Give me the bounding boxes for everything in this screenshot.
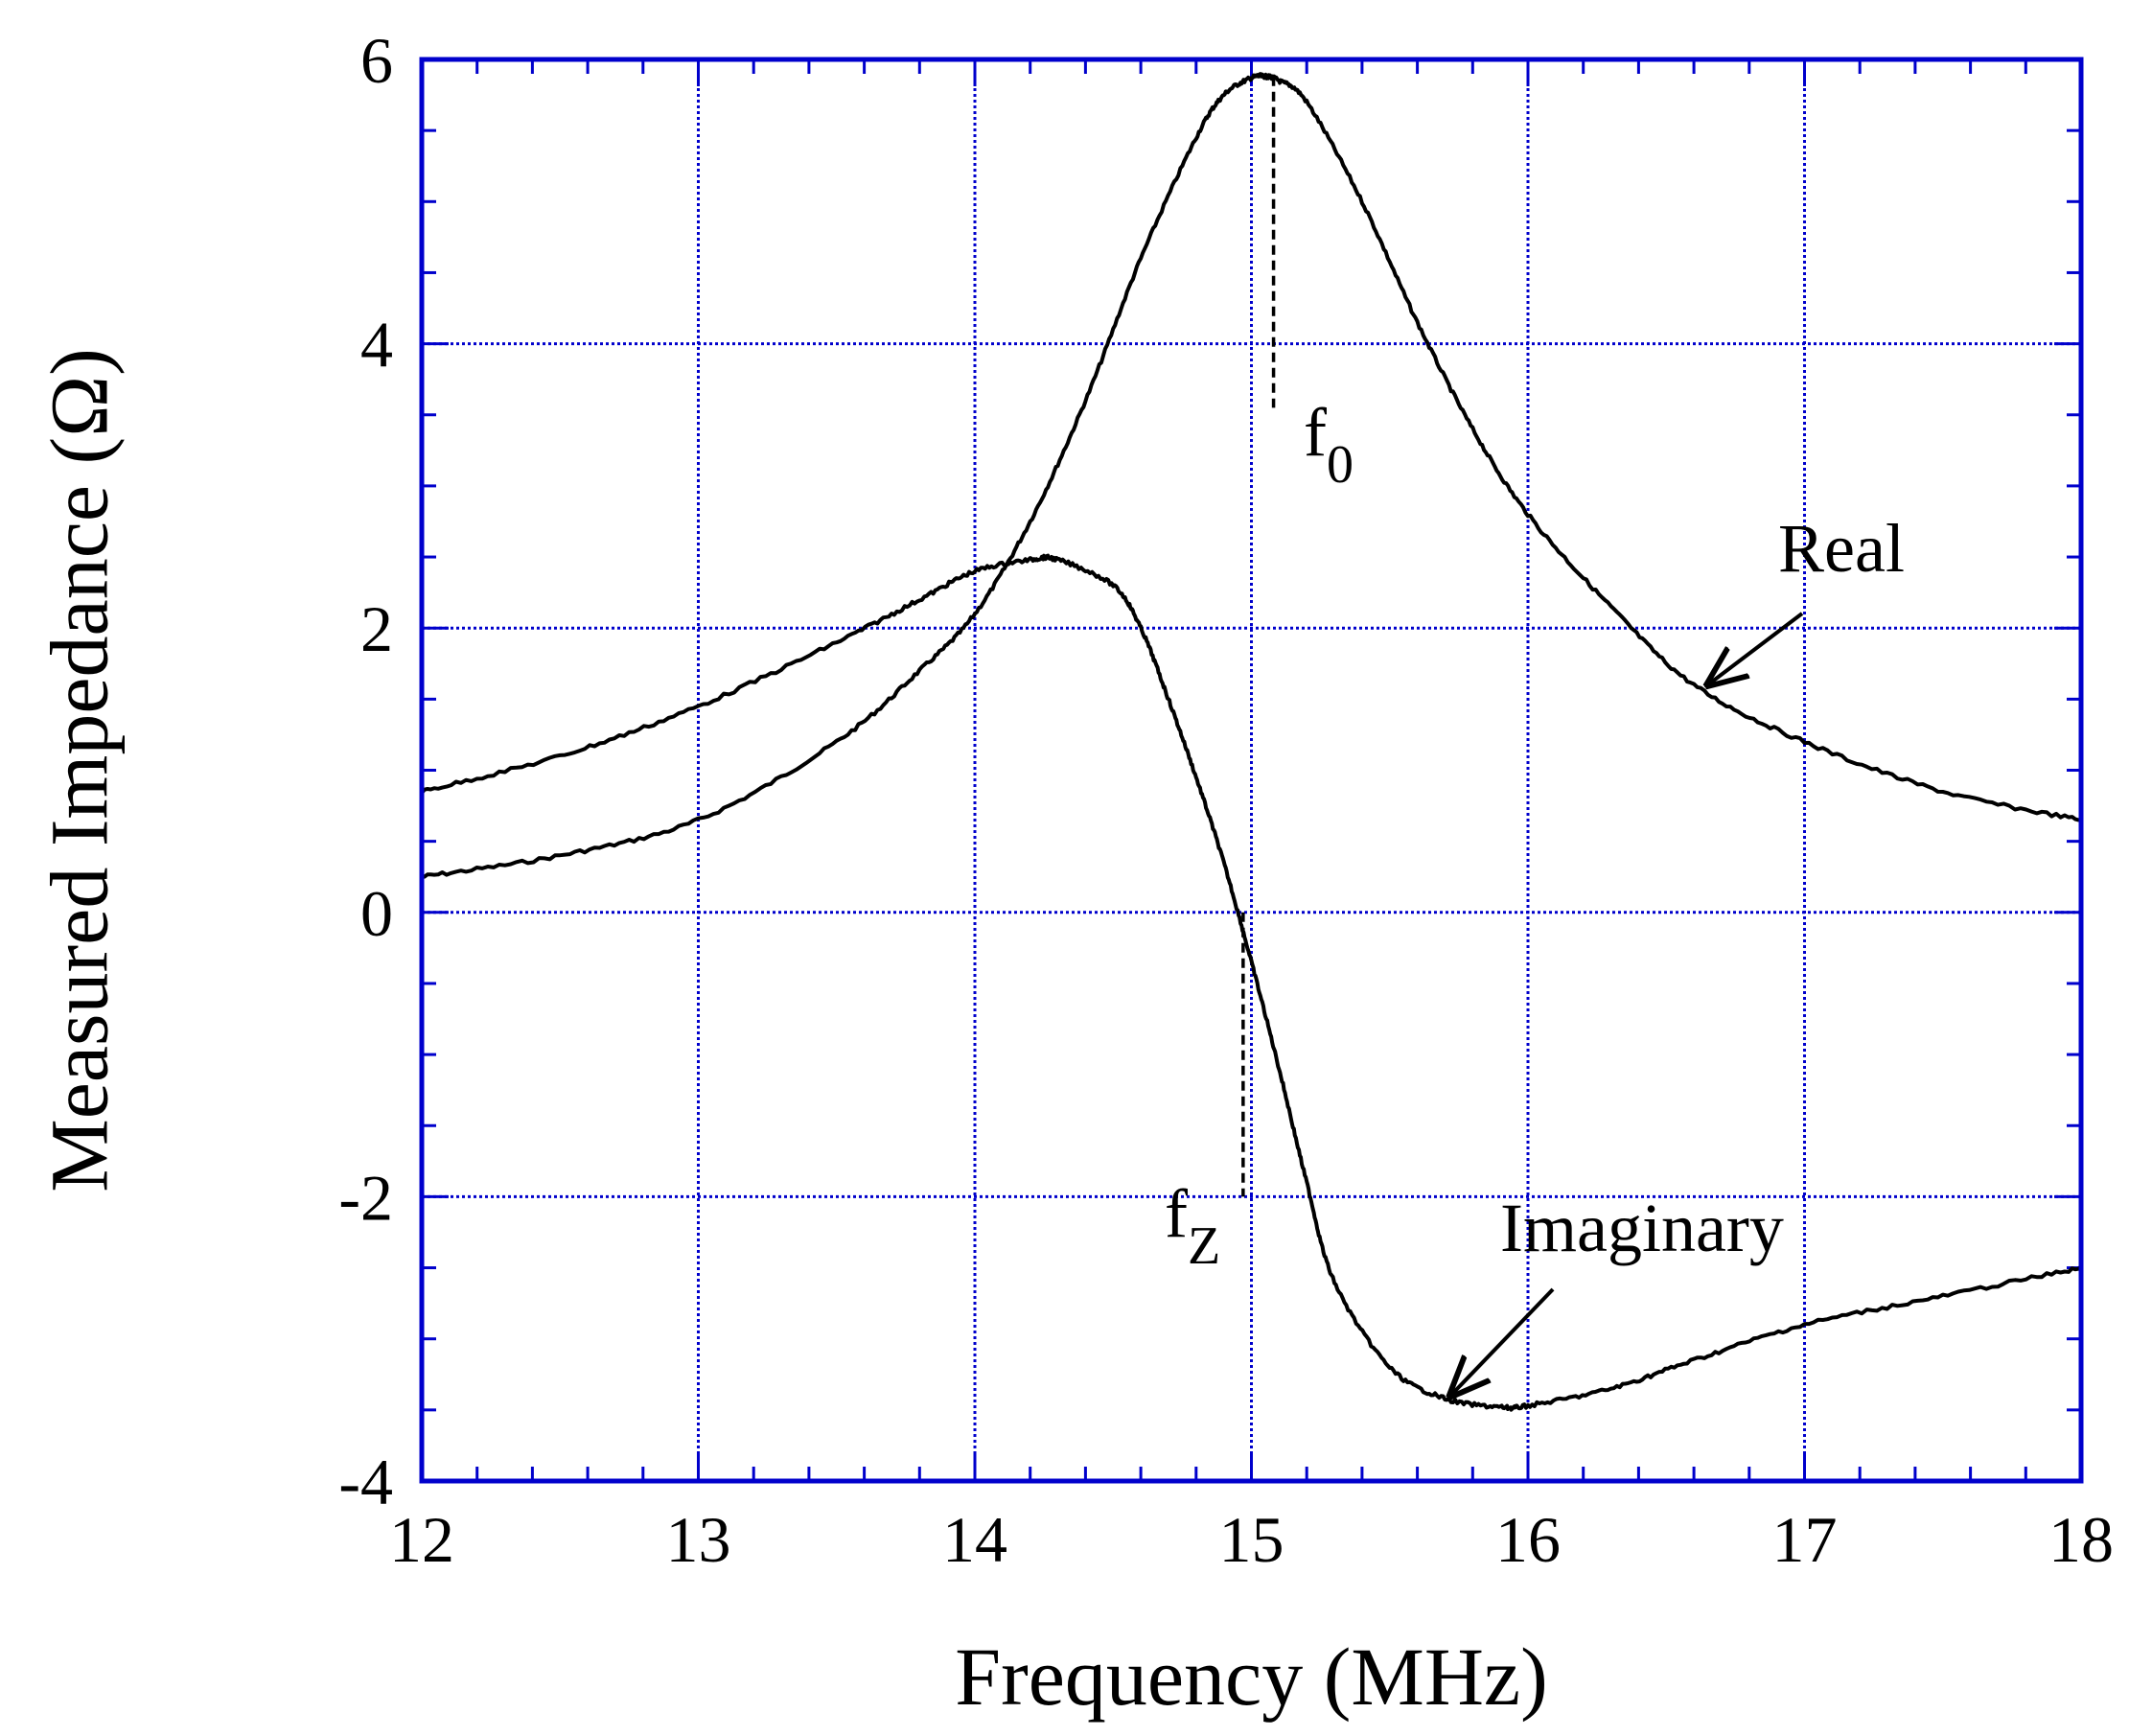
label-f0-main: f <box>1304 394 1327 471</box>
x-axis-title: Frequency (MHz) <box>955 1631 1548 1723</box>
label-f0-subscript: 0 <box>1327 435 1354 495</box>
series-lines <box>420 72 2083 1412</box>
y-tick-labels: -4 -2 0 2 4 6 <box>338 24 393 1518</box>
annotations <box>1241 76 1804 1396</box>
y-tick-label-2: 0 <box>360 877 393 950</box>
y-tick-label-0: -4 <box>338 1446 393 1518</box>
x-tick-label-0: 12 <box>389 1503 454 1576</box>
x-tick-label-4: 16 <box>1495 1503 1561 1576</box>
label-fz: fZ <box>1165 1175 1220 1276</box>
y-tick-label-5: 6 <box>360 24 393 97</box>
y-tick-label-3: 2 <box>360 592 393 665</box>
label-fz-main: f <box>1165 1175 1188 1252</box>
x-tick-labels: 12 13 14 15 16 17 18 <box>389 1503 2114 1576</box>
label-imaginary: Imaginary <box>1500 1190 1784 1266</box>
y-tick-label-1: -2 <box>338 1161 393 1234</box>
x-tick-label-3: 15 <box>1219 1503 1284 1576</box>
y-tick-label-4: 4 <box>360 309 393 382</box>
arrow-imaginary <box>1450 1287 1555 1396</box>
y-axis-title: Measured Impedance (Ω) <box>34 348 126 1192</box>
x-tick-label-5: 17 <box>1772 1503 1838 1576</box>
series-line-real <box>421 72 2082 879</box>
label-real: Real <box>1778 510 1905 587</box>
x-tick-label-1: 13 <box>666 1503 731 1576</box>
arrow-real <box>1708 612 1804 685</box>
grid <box>422 59 2081 1481</box>
x-tick-label-6: 18 <box>2048 1503 2114 1576</box>
series-line-imaginary <box>420 553 2083 1412</box>
x-tick-label-2: 14 <box>942 1503 1007 1576</box>
label-fz-subscript: Z <box>1188 1216 1220 1276</box>
label-f0: f0 <box>1304 394 1354 495</box>
plot-frame <box>419 57 2084 1484</box>
